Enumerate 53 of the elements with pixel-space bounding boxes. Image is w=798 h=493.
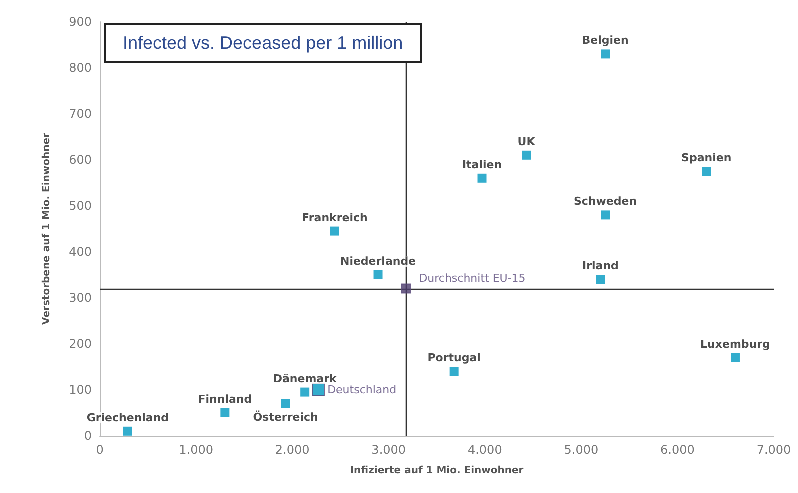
y-tick-label: 300 — [69, 291, 92, 305]
point — [312, 384, 326, 396]
y-tick-label: 400 — [69, 245, 92, 259]
annotation: Schweden — [574, 195, 638, 208]
y-tick-label: 700 — [69, 107, 92, 121]
x-tick-label: 2.000 — [275, 443, 310, 457]
point — [300, 388, 310, 397]
annotation: Belgien — [582, 34, 629, 48]
annotation: Spanien — [682, 152, 732, 164]
annotation: Deutschland — [328, 384, 397, 396]
y-tick-label: 600 — [69, 153, 92, 167]
x-tick-label: 0 — [96, 443, 104, 457]
x-tick-label: 1.000 — [179, 443, 214, 457]
point — [478, 174, 487, 183]
annotation: Frankreich — [302, 211, 368, 224]
y-tick-label: 800 — [69, 61, 92, 75]
point — [601, 50, 610, 59]
annotation: Irland — [582, 260, 619, 273]
x-tick-label: 3.000 — [372, 443, 406, 457]
annotation: Griechenland — [86, 411, 170, 424]
y-tick-label: 500 — [69, 199, 92, 213]
point — [123, 426, 132, 436]
x-tick-label: 6.000 — [660, 443, 695, 457]
y-tick-label: 200 — [69, 337, 92, 351]
point — [374, 270, 383, 280]
x-tick-label: 5.000 — [564, 443, 599, 457]
point — [596, 275, 606, 284]
annotation: Luxemburg — [700, 338, 770, 351]
y-axis-title: Verstorbene auf 1 Mio. Einwohner — [42, 133, 52, 325]
point — [330, 226, 340, 236]
annotation: Österreich — [253, 410, 318, 424]
point — [730, 353, 740, 362]
annotation: Niederlande — [340, 255, 416, 268]
text: Infected vs. Deceased per 1 million — [123, 33, 404, 53]
point — [220, 408, 230, 418]
point — [281, 399, 290, 408]
x-tick-label: 7.000 — [756, 443, 792, 457]
point — [702, 167, 712, 176]
annotation: Dänemark — [273, 372, 338, 386]
x-tick-label: 4.000 — [468, 443, 502, 457]
annotation: Durchschnitt EU-15 — [419, 272, 526, 285]
point — [601, 210, 610, 220]
point — [522, 150, 532, 160]
point — [401, 284, 412, 294]
y-tick-label: 900 — [69, 15, 92, 29]
annotation: UK — [518, 135, 536, 148]
y-tick-label: 100 — [69, 383, 92, 397]
annotation: Finnland — [198, 393, 252, 406]
annotation: Italien — [462, 158, 502, 172]
annotation: Portugal — [428, 352, 481, 365]
x-axis-title: Infizierte auf 1 Mio. Einwohner — [350, 466, 524, 476]
y-tick-label: 0 — [84, 429, 92, 443]
point — [450, 367, 459, 376]
